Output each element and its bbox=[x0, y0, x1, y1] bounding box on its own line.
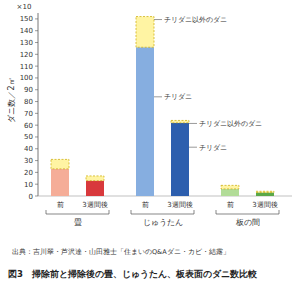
y-tick-label: 140 bbox=[20, 27, 33, 35]
group-bracket bbox=[131, 210, 194, 214]
y-axis-label: ダニ数／2㎡ bbox=[7, 77, 16, 122]
y-tick bbox=[35, 30, 38, 31]
y-tick bbox=[35, 184, 38, 185]
bar-segment bbox=[221, 189, 239, 196]
bar-segment bbox=[256, 191, 274, 192]
y-tick-label: 10 bbox=[24, 181, 33, 189]
y-tick bbox=[35, 136, 38, 137]
x-tick-label: 前 bbox=[227, 201, 234, 209]
y-tick bbox=[35, 66, 38, 67]
y-tick bbox=[35, 148, 38, 149]
bar-segment bbox=[136, 47, 154, 196]
title: 図3 掃除前と掃除後の畳、じゅうたん、板表面のダニ数比較 bbox=[8, 269, 258, 279]
series-annotation: チリダニ bbox=[199, 144, 227, 152]
group-bracket bbox=[46, 210, 109, 214]
y-tick-label: 30 bbox=[24, 157, 33, 165]
bar-segment bbox=[136, 17, 154, 48]
y-tick-label: 150 bbox=[20, 15, 33, 23]
y-tick bbox=[35, 18, 38, 19]
bar-segment bbox=[171, 120, 189, 122]
group-bracket bbox=[216, 210, 279, 214]
annotation-line bbox=[189, 123, 197, 124]
y-tick-label: 40 bbox=[24, 145, 33, 153]
y-tick-label: 0 bbox=[29, 193, 33, 201]
y-tick-label: 120 bbox=[20, 51, 33, 59]
y-tick bbox=[35, 77, 38, 78]
group-label: 畳 bbox=[74, 218, 82, 227]
y-tick bbox=[35, 113, 38, 114]
y-tick bbox=[35, 125, 38, 126]
y-tick-label: 90 bbox=[24, 86, 33, 94]
bar-segment bbox=[256, 192, 274, 196]
y-tick-label: 60 bbox=[24, 122, 33, 130]
bar-segment bbox=[86, 176, 104, 181]
bar-segment bbox=[221, 185, 239, 189]
bar-segment bbox=[171, 123, 189, 196]
x-tick-label: 3週間後 bbox=[82, 201, 107, 209]
y-tick bbox=[35, 54, 38, 55]
x-axis bbox=[38, 196, 292, 197]
y-tick-label: 50 bbox=[24, 133, 33, 141]
annotation-line bbox=[154, 19, 162, 20]
y-tick-label: 70 bbox=[24, 110, 33, 118]
y-tick bbox=[35, 89, 38, 90]
y-axis bbox=[38, 13, 39, 196]
annotation-line bbox=[189, 147, 197, 148]
y-tick-label: 100 bbox=[20, 74, 33, 82]
group-label: 板の間 bbox=[235, 218, 260, 227]
y-tick-label: 80 bbox=[24, 98, 33, 106]
series-annotation: チリダニ以外のダニ bbox=[199, 120, 262, 128]
series-annotation: チリダニ以外のダニ bbox=[164, 16, 227, 24]
y-tick bbox=[35, 101, 38, 102]
y-tick-label: 110 bbox=[20, 63, 33, 71]
y-tick-label: 130 bbox=[20, 39, 33, 47]
y-tick bbox=[35, 42, 38, 43]
x-tick-label: 3週間後 bbox=[252, 201, 277, 209]
x-tick-label: 3週間後 bbox=[167, 201, 192, 209]
chart: 0 10 20 30 40 50 60 70 80 90 100 110 120 130 140 150 ×10… bbox=[0, 0, 300, 294]
x-tick-label: 前 bbox=[142, 201, 149, 209]
y-tick bbox=[35, 172, 38, 173]
bars bbox=[51, 17, 274, 196]
source: 出典：吉川翠・芦沢達・山田雅士「住まいのQ&Aダニ・カビ・結露」 bbox=[12, 248, 230, 256]
bar-segment bbox=[51, 169, 69, 196]
series-annotation: チリダニ bbox=[164, 93, 192, 101]
x-tick-label: 前 bbox=[57, 201, 64, 209]
annotation-line bbox=[154, 96, 162, 97]
bar-segment bbox=[86, 181, 104, 196]
y-tick-label: 20 bbox=[24, 169, 33, 177]
y-axis-note: ×10 bbox=[17, 3, 32, 11]
y-tick bbox=[35, 196, 38, 197]
y-tick bbox=[35, 160, 38, 161]
group-label: じゅうたん bbox=[143, 218, 183, 227]
bar-segment bbox=[51, 159, 69, 168]
